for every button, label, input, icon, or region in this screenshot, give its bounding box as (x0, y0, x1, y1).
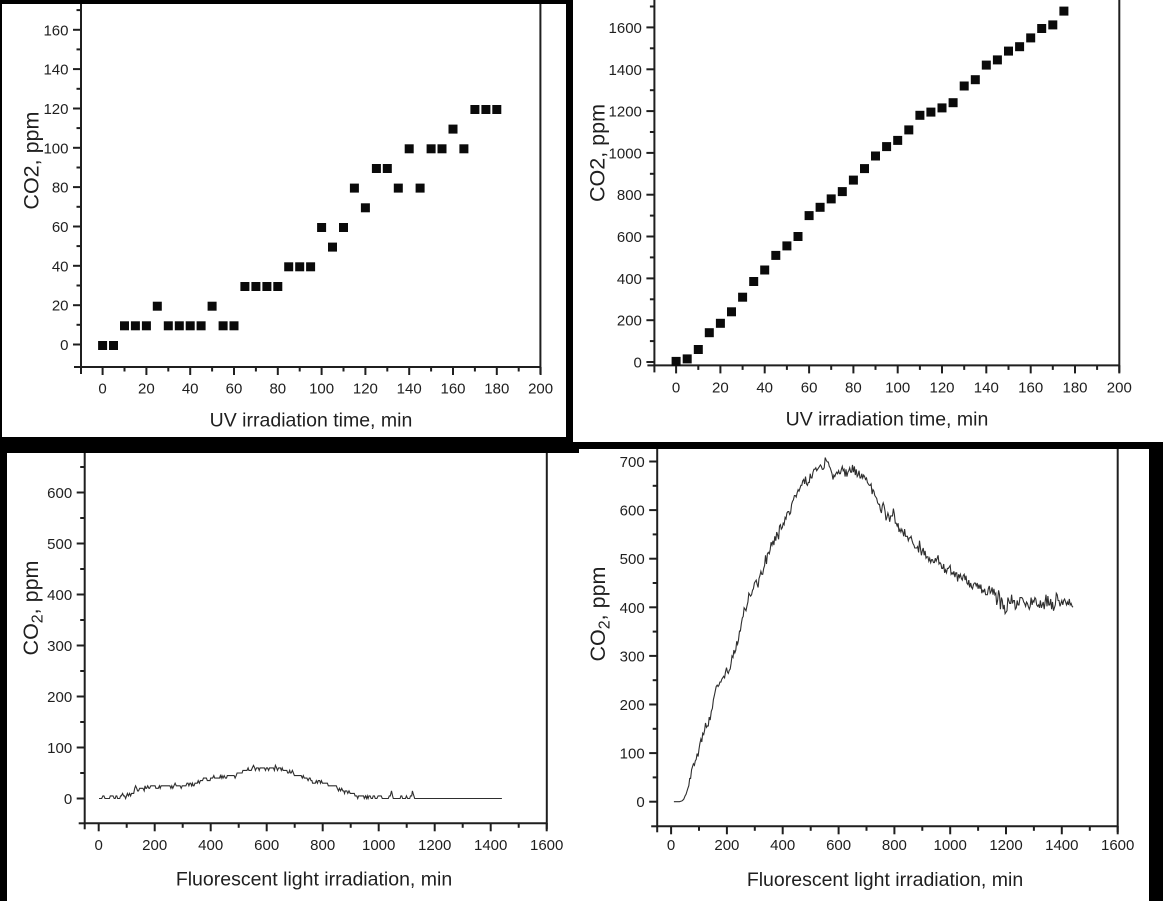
svg-text:200: 200 (714, 837, 739, 854)
svg-text:400: 400 (620, 600, 645, 617)
svg-text:0: 0 (98, 381, 106, 398)
svg-text:160: 160 (1018, 380, 1043, 397)
svg-text:160: 160 (43, 22, 68, 39)
svg-text:0: 0 (634, 355, 642, 372)
svg-text:60: 60 (226, 381, 243, 398)
svg-text:CO2, ppm: CO2, ppm (586, 104, 610, 202)
svg-text:100: 100 (309, 381, 334, 398)
svg-text:1200: 1200 (418, 837, 451, 854)
svg-text:1200: 1200 (609, 104, 642, 121)
svg-text:CO2, ppm: CO2, ppm (19, 561, 47, 656)
svg-text:200: 200 (1107, 380, 1132, 397)
svg-text:0: 0 (95, 837, 103, 854)
svg-text:1000: 1000 (934, 837, 967, 854)
svg-text:600: 600 (826, 837, 851, 854)
svg-text:160: 160 (440, 381, 465, 398)
svg-text:300: 300 (47, 638, 72, 655)
svg-text:20: 20 (52, 298, 69, 315)
svg-text:1400: 1400 (474, 837, 507, 854)
svg-text:0: 0 (672, 380, 680, 397)
svg-text:Fluorescent light irradiation,: Fluorescent light irradiation, min (176, 869, 452, 891)
svg-text:200: 200 (620, 697, 645, 714)
svg-text:400: 400 (47, 587, 72, 604)
svg-text:0: 0 (60, 337, 68, 354)
svg-text:1600: 1600 (1101, 837, 1134, 854)
svg-text:500: 500 (47, 536, 72, 553)
svg-text:200: 200 (142, 837, 167, 854)
svg-text:800: 800 (310, 837, 335, 854)
svg-text:0: 0 (667, 837, 675, 854)
svg-text:0: 0 (64, 791, 72, 808)
svg-text:UV irradiation time, min: UV irradiation time, min (786, 408, 989, 430)
svg-text:400: 400 (770, 837, 795, 854)
svg-text:60: 60 (801, 380, 818, 397)
svg-text:140: 140 (397, 381, 422, 398)
svg-text:120: 120 (929, 380, 954, 397)
svg-text:UV irradiation time, min: UV irradiation time, min (210, 409, 413, 431)
svg-text:600: 600 (254, 837, 279, 854)
svg-text:140: 140 (43, 62, 68, 79)
svg-text:1600: 1600 (530, 837, 563, 854)
svg-text:80: 80 (269, 381, 286, 398)
svg-text:200: 200 (528, 381, 553, 398)
svg-text:700: 700 (620, 454, 645, 471)
svg-text:120: 120 (353, 381, 378, 398)
svg-text:80: 80 (845, 380, 862, 397)
svg-text:CO2, ppm: CO2, ppm (586, 567, 614, 662)
svg-text:1000: 1000 (362, 837, 395, 854)
svg-text:20: 20 (712, 380, 729, 397)
svg-text:100: 100 (47, 740, 72, 757)
svg-text:1600: 1600 (609, 20, 642, 37)
svg-text:40: 40 (756, 380, 773, 397)
svg-text:500: 500 (620, 551, 645, 568)
svg-text:0: 0 (636, 794, 644, 811)
svg-text:20: 20 (138, 381, 155, 398)
svg-text:200: 200 (47, 689, 72, 706)
svg-text:1000: 1000 (609, 145, 642, 162)
svg-text:180: 180 (484, 381, 509, 398)
svg-text:180: 180 (1062, 380, 1087, 397)
svg-text:1400: 1400 (1045, 837, 1078, 854)
svg-text:800: 800 (882, 837, 907, 854)
svg-text:200: 200 (617, 313, 642, 330)
svg-text:100: 100 (43, 140, 68, 157)
svg-text:600: 600 (617, 229, 642, 246)
svg-text:1200: 1200 (989, 837, 1022, 854)
svg-text:140: 140 (974, 380, 999, 397)
svg-text:100: 100 (885, 380, 910, 397)
svg-text:600: 600 (620, 503, 645, 520)
svg-text:100: 100 (620, 746, 645, 763)
svg-text:600: 600 (47, 485, 72, 502)
svg-text:CO2, ppm: CO2, ppm (20, 112, 44, 210)
svg-text:60: 60 (52, 219, 69, 236)
svg-text:1400: 1400 (609, 62, 642, 79)
svg-text:Fluorescent light irradiation,: Fluorescent light irradiation, min (747, 869, 1023, 891)
svg-text:400: 400 (198, 837, 223, 854)
svg-text:40: 40 (52, 258, 69, 275)
svg-text:40: 40 (182, 381, 199, 398)
svg-text:800: 800 (617, 187, 642, 204)
svg-text:120: 120 (43, 101, 68, 118)
svg-text:80: 80 (52, 180, 69, 197)
svg-text:300: 300 (620, 648, 645, 665)
svg-text:400: 400 (617, 271, 642, 288)
